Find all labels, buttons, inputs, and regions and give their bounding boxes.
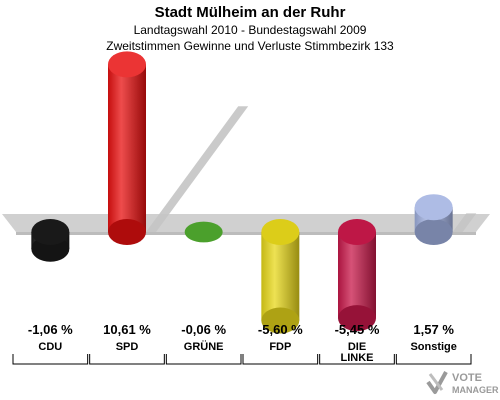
bar-bottom-cap [261, 307, 300, 334]
bar-die-linke [338, 219, 376, 332]
chart-header: Stadt Mülheim an der Ruhr Landtagswahl 2… [0, 0, 500, 54]
value-label-0: -1,06 % [28, 322, 73, 337]
value-label-4: -5,45 % [335, 322, 380, 337]
bar-top-cap [31, 219, 70, 245]
value-label-3: -5,60 % [258, 322, 303, 337]
bar-sonstige [414, 194, 477, 245]
logo-text-vote: VOTE [452, 372, 482, 384]
bar-top-cap [338, 219, 376, 245]
votemanager-logo: VOTE MANAGER [426, 371, 499, 395]
bar-bottom-cap [414, 219, 453, 245]
logo-text-manager: MANAGER [452, 385, 499, 395]
category-label-4: DIE LINKE [341, 341, 374, 364]
value-label-1: 10,61 % [103, 322, 151, 337]
bar-cdu [31, 219, 70, 262]
value-label-2: -0,06 % [181, 322, 226, 337]
chart-title: Stadt Mülheim an der Ruhr [154, 4, 346, 21]
category-bracket-4 [319, 354, 395, 365]
category-bracket-1 [89, 354, 165, 365]
bar-top-cap [108, 51, 146, 78]
bar-top-cap [261, 219, 300, 245]
bar-fdp [261, 219, 300, 334]
category-label-5: Sonstige [410, 341, 456, 353]
bar-body [261, 232, 300, 321]
labels: -1,06 % CDU 10,61 % SPD -0,06 % GRÜNE -5,60 % F… [12, 322, 472, 365]
category-bracket-2 [165, 354, 242, 365]
category-label-0: CDU [38, 341, 62, 353]
chart-subtitle-election: Landtagswahl 2010 - Bundestagswahl 2009 [133, 23, 367, 37]
bar-body [338, 232, 376, 319]
category-label-3: FDP [269, 341, 291, 353]
chart-subtitle-description: Zweitstimmen Gewinne und Verluste Stimmb… [106, 39, 394, 53]
logo-check-icon [426, 371, 448, 394]
value-label-5: 1,57 % [413, 322, 454, 337]
bar-bottom-cap [108, 219, 146, 245]
bar-shadow [146, 106, 249, 232]
bar-shadow [452, 213, 477, 232]
category-bracket-0 [12, 354, 89, 365]
category-label-1: SPD [116, 341, 139, 353]
bar-spd [108, 51, 249, 245]
shelf-edge [16, 232, 476, 235]
bar-body [108, 64, 146, 232]
category-label-2: GRÜNE [184, 340, 224, 353]
category-bracket-3 [242, 354, 319, 365]
bar-top-cap [414, 194, 453, 221]
bar-top-cap [184, 221, 223, 243]
bar-bottom-cap [338, 305, 376, 332]
category-bracket-5 [395, 354, 472, 365]
bars [31, 51, 477, 334]
bar-grüne [184, 221, 223, 243]
